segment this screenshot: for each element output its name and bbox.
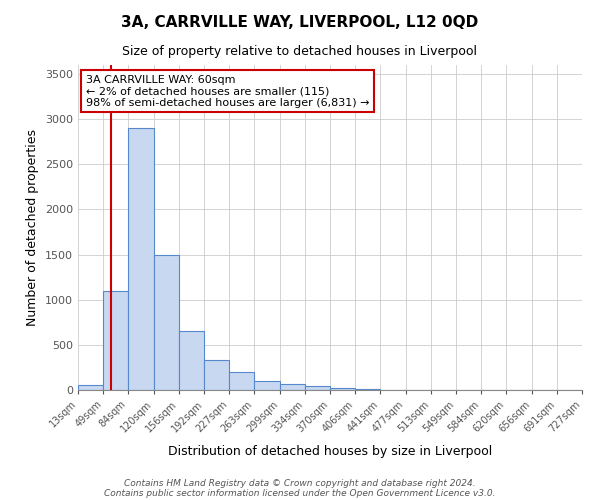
Y-axis label: Number of detached properties: Number of detached properties — [26, 129, 40, 326]
Bar — [179, 332, 205, 390]
Text: 3A, CARRVILLE WAY, LIVERPOOL, L12 0QD: 3A, CARRVILLE WAY, LIVERPOOL, L12 0QD — [121, 15, 479, 30]
Bar — [330, 388, 355, 390]
Bar — [205, 360, 229, 390]
Bar — [154, 254, 179, 390]
Text: Contains public sector information licensed under the Open Government Licence v3: Contains public sector information licen… — [104, 488, 496, 498]
Bar — [103, 290, 128, 390]
Bar — [305, 386, 330, 390]
Text: Contains HM Land Registry data © Crown copyright and database right 2024.: Contains HM Land Registry data © Crown c… — [124, 478, 476, 488]
Bar — [229, 372, 254, 390]
Text: Size of property relative to detached houses in Liverpool: Size of property relative to detached ho… — [122, 45, 478, 58]
Bar — [280, 384, 305, 390]
Text: 3A CARRVILLE WAY: 60sqm
← 2% of detached houses are smaller (115)
98% of semi-de: 3A CARRVILLE WAY: 60sqm ← 2% of detached… — [86, 74, 369, 108]
X-axis label: Distribution of detached houses by size in Liverpool: Distribution of detached houses by size … — [168, 445, 492, 458]
Bar — [78, 386, 103, 390]
Bar — [128, 128, 154, 390]
Bar — [254, 381, 280, 390]
